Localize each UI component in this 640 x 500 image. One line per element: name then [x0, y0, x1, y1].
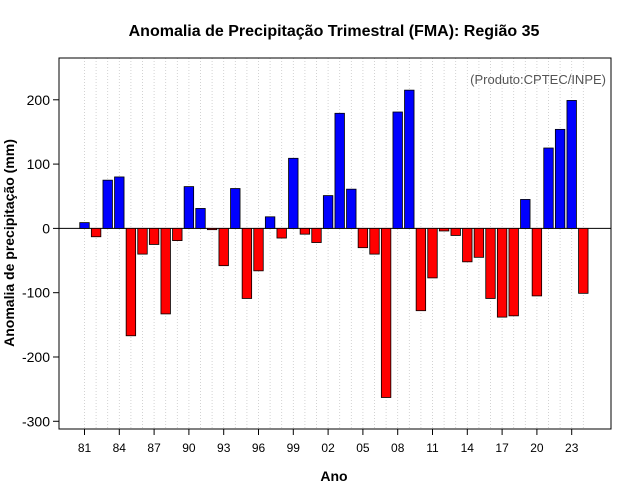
x-tick-label: 90	[182, 441, 196, 455]
bar-2014	[462, 227, 473, 263]
bar-1991	[195, 208, 206, 229]
y-tick-label: 200	[27, 92, 51, 108]
x-tick-label: 11	[426, 441, 439, 455]
bar-1995	[241, 227, 253, 299]
bar-2009	[404, 89, 415, 229]
x-tick-label: 20	[530, 441, 544, 455]
bar-2019	[520, 199, 531, 229]
bar-1996	[253, 227, 264, 272]
vertical-grid	[84, 58, 584, 429]
bar-2000	[299, 227, 311, 235]
bar-1999	[288, 157, 299, 229]
bar-2007	[380, 227, 392, 398]
bar-1993	[218, 227, 229, 267]
x-axis: 81 84 87 90 93 96 99 02 05 08 11 14 17 20 23	[78, 429, 579, 455]
bar-2022	[554, 128, 566, 229]
x-tick-label: 99	[287, 441, 301, 455]
bar-2008	[392, 111, 403, 229]
bar-1990	[183, 186, 195, 229]
x-tick-label: 14	[461, 441, 475, 455]
y-tick-label: -200	[22, 349, 50, 365]
plot-frame	[58, 57, 612, 430]
x-axis-label: Ano	[320, 468, 347, 484]
y-axis-label: Anomalia de precipitação (mm)	[1, 139, 17, 347]
bar-1985	[125, 227, 137, 337]
bar-2010	[415, 227, 427, 312]
bar-1984	[114, 176, 125, 229]
bar-1987	[148, 227, 160, 245]
bar-2015	[473, 227, 485, 258]
bar-2006	[369, 227, 380, 255]
y-axis: -300 -200 -100 0 100 200	[22, 92, 59, 429]
x-tick-label: 93	[217, 441, 231, 455]
bar-2016	[485, 227, 496, 299]
bar-1997	[264, 216, 276, 229]
bar-1982	[90, 227, 102, 238]
credit-annotation: (Produto:CPTEC/INPE)	[470, 72, 606, 87]
bar-2017	[496, 227, 508, 318]
chart-title: Anomalia de Precipitação Trimestral (FMA…	[129, 23, 540, 40]
x-tick-label: 87	[147, 441, 161, 455]
bars	[79, 89, 589, 398]
bar-1998	[276, 227, 287, 239]
bar-2005	[357, 227, 369, 249]
bar-1983	[102, 179, 113, 229]
x-tick-label: 05	[356, 441, 370, 455]
bar-2013	[450, 227, 461, 236]
bar-1986	[137, 227, 148, 255]
bar-2024	[578, 227, 589, 294]
bar-1989	[172, 227, 183, 242]
x-tick-label: 17	[495, 441, 509, 455]
bar-2012	[438, 227, 450, 232]
x-tick-label: 81	[78, 441, 92, 455]
y-tick-label: 0	[42, 220, 50, 236]
bar-1981	[79, 222, 90, 229]
bar-2002	[322, 195, 334, 229]
bar-2003	[334, 112, 345, 229]
y-tick-label: -100	[22, 285, 50, 301]
x-tick-label: 96	[252, 441, 266, 455]
bar-2011	[427, 227, 438, 279]
x-tick-label: 02	[321, 441, 335, 455]
bar-2021	[543, 147, 554, 229]
y-tick-label: 100	[27, 156, 51, 172]
bar-1992	[206, 227, 218, 231]
bar-2023	[566, 100, 577, 229]
bar-1994	[230, 188, 241, 229]
bar-2018	[508, 227, 519, 317]
bar-2004	[346, 188, 357, 229]
x-tick-label: 23	[565, 441, 579, 455]
bar-2001	[311, 227, 322, 243]
bar-1988	[160, 227, 171, 315]
x-tick-label: 84	[113, 441, 127, 455]
y-tick-label: -300	[22, 413, 50, 429]
x-tick-label: 08	[391, 441, 405, 455]
bar-2020	[531, 227, 543, 297]
